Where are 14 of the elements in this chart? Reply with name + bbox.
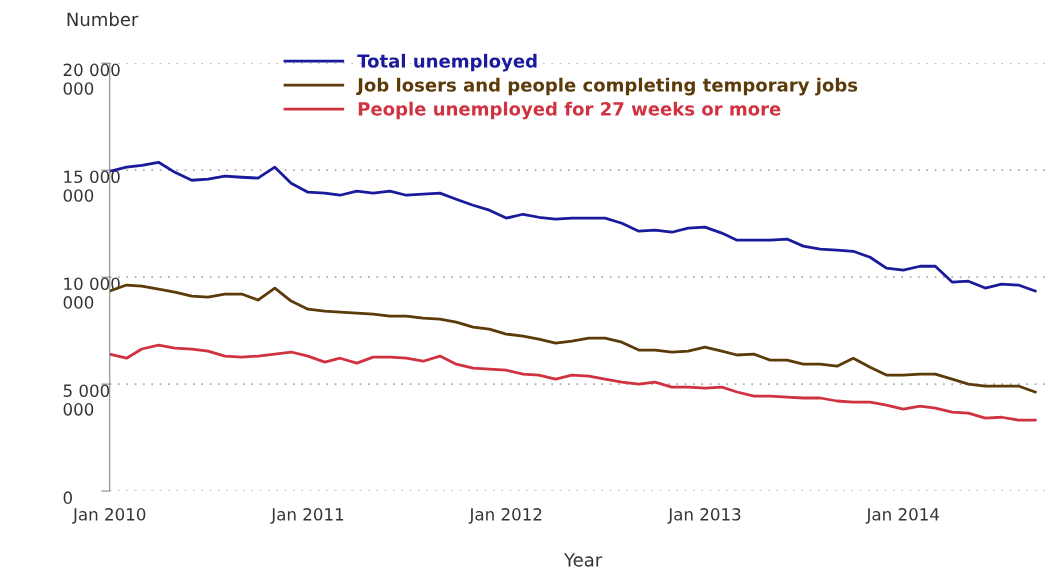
y-axis-title: Number [67,12,139,27]
x-tick-label: Jan 2011 [270,508,344,524]
y-tick-label: 0 [63,491,72,504]
y-tick-label: 5 000 000 [63,384,110,416]
y-tick-label: 15 000 000 [63,170,120,202]
legend-label: Job losers and people completing temporary jobs [356,77,858,96]
x-tick-label: Jan 2010 [72,508,146,524]
y-tick-label: 20 000 000 [63,63,120,95]
x-tick-label: Jan 2012 [468,508,542,524]
x-tick-label: Jan 2013 [667,508,741,524]
x-tick-label: Jan 2014 [865,508,940,524]
legend-label: Total unemployed [357,53,537,72]
legend-label: People unemployed for 27 weeks or more [358,101,781,120]
x-axis-title: Year [563,553,603,567]
